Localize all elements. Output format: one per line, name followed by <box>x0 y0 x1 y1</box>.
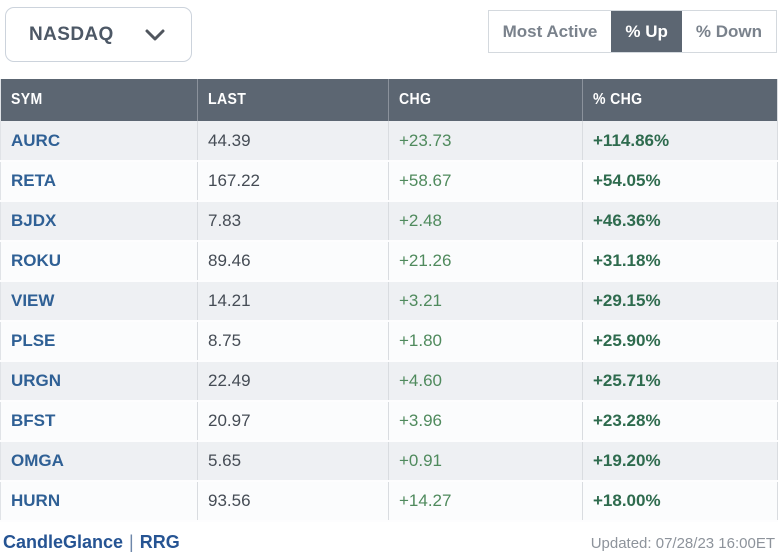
column-header-pct-chg: % CHG <box>582 79 778 121</box>
top-bar: NASDAQ Most Active % Up % Down <box>0 0 778 79</box>
column-header-chg: CHG <box>388 79 583 121</box>
toggle-percent-up[interactable]: % Up <box>611 11 682 52</box>
change-cell: +23.73 <box>388 121 583 162</box>
pct-change-cell: +19.20% <box>582 441 778 482</box>
symbol-link[interactable]: VIEW <box>0 281 198 322</box>
symbol-link[interactable]: OMGA <box>0 441 198 482</box>
table-row: OMGA 5.65 +0.91 +19.20% <box>0 441 778 482</box>
table-row: BJDX 7.83 +2.48 +46.36% <box>0 201 778 242</box>
symbol-link[interactable]: URGN <box>0 361 198 402</box>
quotes-table: SYM LAST CHG % CHG AURC 44.39 +23.73 +11… <box>0 79 778 522</box>
pct-change-cell: +29.15% <box>582 281 778 322</box>
table-body: AURC 44.39 +23.73 +114.86% RETA 167.22 +… <box>0 121 778 522</box>
change-cell: +58.67 <box>388 161 583 202</box>
symbol-link[interactable]: HURN <box>0 481 198 522</box>
pct-change-cell: +114.86% <box>582 121 778 162</box>
column-header-sym: SYM <box>0 79 198 121</box>
footer: CandleGlance | RRG Updated: 07/28/23 16:00… <box>0 522 778 553</box>
column-header-last: LAST <box>197 79 389 121</box>
table-row: RETA 167.22 +58.67 +54.05% <box>0 161 778 202</box>
pct-change-cell: +31.18% <box>582 241 778 282</box>
updated-timestamp: Updated: 07/28/23 16:00ET <box>590 535 775 552</box>
candleglance-link[interactable]: CandleGlance <box>3 532 124 552</box>
footer-links: CandleGlance | RRG <box>3 532 180 553</box>
rrg-link[interactable]: RRG <box>139 532 180 552</box>
last-price-cell: 44.39 <box>197 121 389 162</box>
pct-change-cell: +54.05% <box>582 161 778 202</box>
pct-change-cell: +18.00% <box>582 481 778 522</box>
chevron-down-icon <box>145 29 165 41</box>
view-toggle-group: Most Active % Up % Down <box>487 10 777 53</box>
last-price-cell: 22.49 <box>197 361 389 402</box>
last-price-cell: 93.56 <box>197 481 389 522</box>
exchange-dropdown[interactable]: NASDAQ <box>5 7 192 62</box>
last-price-cell: 8.75 <box>197 321 389 362</box>
footer-links-separator: | <box>129 532 134 552</box>
change-cell: +1.80 <box>388 321 583 362</box>
last-price-cell: 5.65 <box>197 441 389 482</box>
change-cell: +4.60 <box>388 361 583 402</box>
toggle-percent-down[interactable]: % Down <box>695 21 762 41</box>
symbol-link[interactable]: PLSE <box>0 321 198 362</box>
pct-change-cell: +25.71% <box>582 361 778 402</box>
table-row: BFST 20.97 +3.96 +23.28% <box>0 401 778 442</box>
table-row: ROKU 89.46 +21.26 +31.18% <box>0 241 778 282</box>
symbol-link[interactable]: RETA <box>0 161 198 202</box>
last-price-cell: 14.21 <box>197 281 389 322</box>
table-row: HURN 93.56 +14.27 +18.00% <box>0 481 778 522</box>
pct-change-cell: +25.90% <box>582 321 778 362</box>
symbol-link[interactable]: AURC <box>0 121 198 162</box>
change-cell: +14.27 <box>388 481 583 522</box>
symbol-link[interactable]: ROKU <box>0 241 198 282</box>
table-row: VIEW 14.21 +3.21 +29.15% <box>0 281 778 322</box>
symbol-link[interactable]: BJDX <box>0 201 198 242</box>
change-cell: +2.48 <box>388 201 583 242</box>
change-cell: +3.21 <box>388 281 583 322</box>
last-price-cell: 7.83 <box>197 201 389 242</box>
change-cell: +21.26 <box>388 241 583 282</box>
toggle-most-active[interactable]: Most Active <box>502 21 598 41</box>
symbol-link[interactable]: BFST <box>0 401 198 442</box>
pct-change-cell: +46.36% <box>582 201 778 242</box>
change-cell: +3.96 <box>388 401 583 442</box>
last-price-cell: 89.46 <box>197 241 389 282</box>
table-row: AURC 44.39 +23.73 +114.86% <box>0 121 778 162</box>
change-cell: +0.91 <box>388 441 583 482</box>
last-price-cell: 167.22 <box>197 161 389 202</box>
table-row: PLSE 8.75 +1.80 +25.90% <box>0 321 778 362</box>
table-row: URGN 22.49 +4.60 +25.71% <box>0 361 778 402</box>
pct-change-cell: +23.28% <box>582 401 778 442</box>
exchange-dropdown-value: NASDAQ <box>29 23 114 45</box>
table-header-row: SYM LAST CHG % CHG <box>0 79 778 121</box>
last-price-cell: 20.97 <box>197 401 389 442</box>
